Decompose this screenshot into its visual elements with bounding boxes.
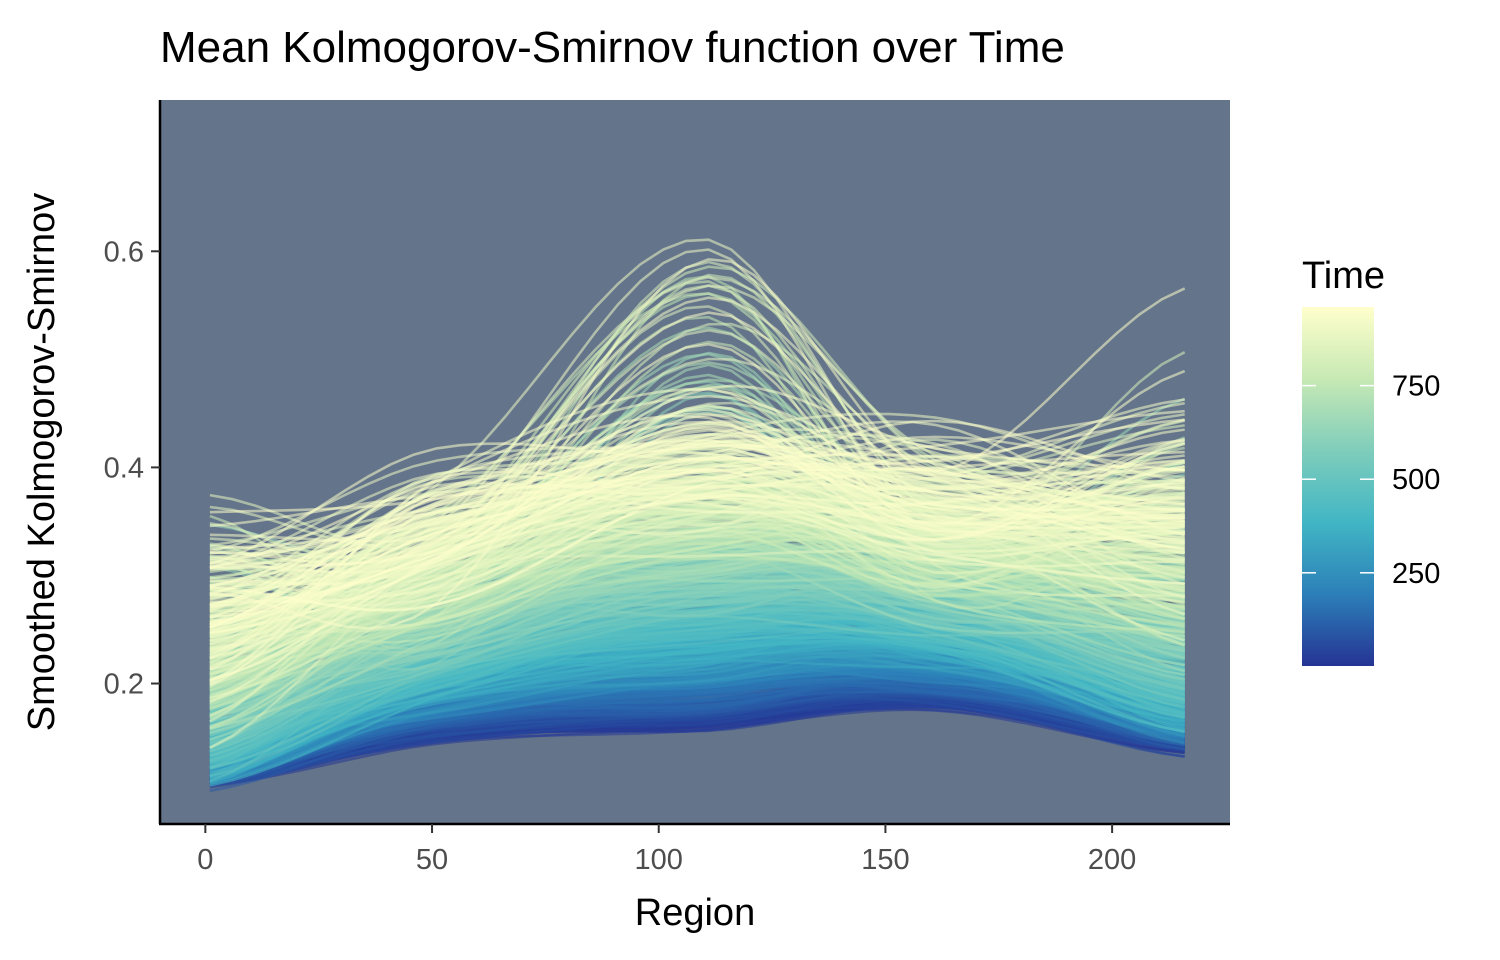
series-line bbox=[209, 432, 1185, 628]
series-line bbox=[209, 412, 1185, 704]
series-line bbox=[209, 418, 1185, 630]
series-line bbox=[209, 435, 1185, 687]
x-tick-label: 200 bbox=[1088, 844, 1136, 876]
legend-ticks: 250 500 750 bbox=[1302, 371, 1440, 590]
series-line bbox=[209, 384, 1185, 635]
legend-title: Time bbox=[1302, 255, 1385, 297]
series-line bbox=[209, 419, 1185, 624]
y-ticks: 0.2 0.4 0.6 bbox=[104, 236, 160, 701]
y-tick-label: 0.2 bbox=[104, 669, 144, 701]
x-tick-label: 100 bbox=[635, 844, 683, 876]
series-line bbox=[209, 490, 1185, 528]
series-line bbox=[209, 287, 1186, 566]
legend-colorbar bbox=[1302, 307, 1374, 666]
series-line bbox=[209, 420, 1186, 561]
x-tick-label: 50 bbox=[416, 844, 448, 876]
series-layer bbox=[209, 238, 1186, 793]
series-line bbox=[209, 439, 1185, 629]
x-tick-label: 150 bbox=[861, 844, 909, 876]
series-line bbox=[209, 465, 1185, 607]
series-line bbox=[209, 455, 1185, 619]
series-line bbox=[209, 474, 1185, 608]
legend-tick-label: 250 bbox=[1392, 558, 1440, 590]
series-line bbox=[209, 257, 1185, 630]
series-line bbox=[209, 483, 1185, 626]
x-tick-label: 0 bbox=[197, 844, 213, 876]
x-ticks: 0 50 100 150 200 bbox=[197, 824, 1136, 876]
legend-tick-label: 500 bbox=[1392, 464, 1440, 496]
series-line bbox=[209, 450, 1185, 612]
y-tick-label: 0.6 bbox=[104, 236, 144, 268]
color-legend: Time 250 500 750 bbox=[1302, 255, 1440, 666]
legend-tick-label: 750 bbox=[1392, 371, 1440, 403]
series-line bbox=[209, 414, 1186, 570]
x-axis-title: Region bbox=[635, 892, 755, 934]
y-axis-title: Smoothed Kolmogorov-Smirnov bbox=[21, 193, 63, 732]
chart-title: Mean Kolmogorov-Smirnov function over Ti… bbox=[160, 23, 1065, 72]
y-tick-label: 0.4 bbox=[104, 452, 144, 484]
